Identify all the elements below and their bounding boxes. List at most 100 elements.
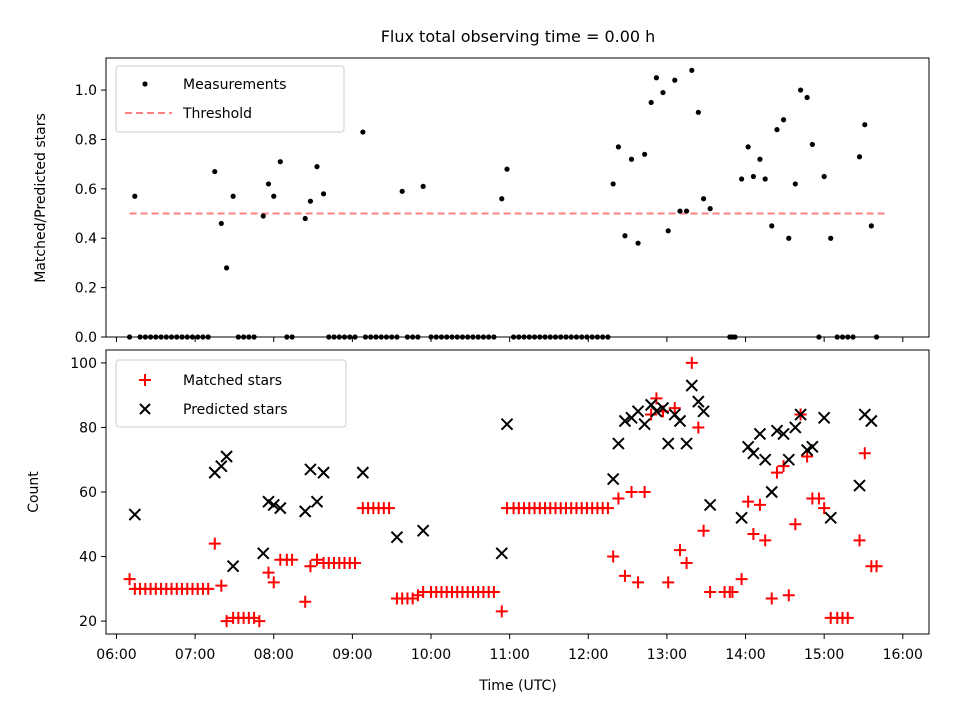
matched-star-point	[685, 356, 698, 369]
x-tick-label: 09:00	[332, 647, 372, 663]
matched-star-point	[812, 492, 825, 505]
predicted-star-point	[703, 498, 717, 512]
legend-label-predicted: Predicted stars	[183, 402, 288, 418]
matched-star-point	[220, 615, 233, 628]
measurement-point	[218, 220, 224, 227]
matched-star-point	[662, 576, 675, 589]
predicted-stars-series	[128, 379, 878, 573]
predicted-star-point	[310, 495, 324, 508]
matched-star-point	[697, 524, 710, 537]
legend-marker-matched	[139, 374, 151, 386]
top-y-tick-label: 0.6	[75, 182, 97, 198]
top-y-tick-label: 0.0	[75, 330, 97, 346]
predicted-star-point	[782, 453, 795, 466]
matched-star-point	[625, 486, 638, 498]
matched-star-point	[632, 576, 645, 589]
predicted-star-point	[747, 447, 760, 460]
top-y-tick-label: 1.0	[75, 83, 97, 99]
predicted-star-point	[416, 524, 430, 537]
top-y-tick-label: 0.2	[75, 281, 97, 297]
x-tick-label: 13:00	[647, 647, 687, 663]
matched-star-point	[692, 421, 705, 434]
measurement-point	[672, 77, 678, 83]
matched-star-point	[267, 576, 280, 589]
predicted-star-point	[500, 418, 514, 431]
measurement-point	[277, 159, 283, 165]
predicted-star-point	[685, 379, 699, 392]
top-y-axis-label: Matched/Predicted stars	[33, 113, 49, 283]
predicted-star-point	[128, 508, 142, 521]
x-tick-label: 15:00	[804, 647, 844, 663]
matched-star-point	[202, 582, 215, 595]
matched-star-point	[680, 557, 693, 569]
x-tick-label: 14:00	[725, 647, 765, 663]
measurement-point	[700, 196, 707, 202]
measurement-point	[689, 67, 695, 73]
legend-marker-measurements	[142, 81, 148, 87]
bottom-plot-frame	[105, 349, 930, 635]
measurement-point	[610, 181, 616, 187]
matched-star-point	[348, 557, 361, 569]
matched-star-point	[782, 589, 795, 602]
legend-label-threshold: Threshold	[182, 106, 252, 122]
matched-star-point	[735, 573, 748, 586]
measurement-point	[804, 94, 810, 101]
predicted-star-point	[770, 424, 784, 437]
top-y-ticks: 0.0 0.2 0.4 0.6 0.8 1.0	[75, 83, 106, 346]
top-panel: 0.0 0.2 0.4 0.6 0.8 1.0 Matched/Predicted sta…	[33, 57, 930, 346]
matched-star-point	[607, 550, 620, 563]
matched-star-point	[853, 534, 866, 547]
measurement-point	[302, 215, 308, 222]
predicted-star-point	[215, 459, 228, 473]
bottom-x-ticks: 06:00 07:00 08:00 09:00 10:00 11:00 12:00 13:00…	[96, 634, 923, 663]
predicted-star-point	[806, 440, 819, 454]
predicted-star-point	[758, 453, 772, 466]
predicted-star-point	[631, 405, 645, 418]
measurement-point	[862, 122, 868, 128]
bottom-y-tick-label: 100	[70, 356, 97, 372]
measurement-point	[420, 183, 426, 189]
matched-star-point	[841, 611, 854, 624]
bottom-y-tick-label: 60	[79, 485, 97, 501]
bottom-y-tick-label: 80	[79, 420, 97, 436]
measurement-point	[615, 144, 622, 150]
matched-star-point	[777, 460, 790, 473]
top-x-tick-marks	[115, 337, 904, 342]
matched-star-point	[383, 502, 396, 515]
matched-star-point	[208, 537, 221, 550]
measurement-point	[628, 156, 635, 162]
matched-star-point	[789, 518, 802, 531]
matched-star-point	[818, 502, 831, 515]
x-tick-label: 10:00	[411, 647, 451, 663]
chart-title: Flux total observing time = 0.00 h	[381, 27, 656, 46]
predicted-star-point	[753, 427, 767, 441]
measurement-point	[677, 208, 683, 214]
predicted-star-point	[612, 437, 625, 450]
matched-star-point	[726, 586, 739, 599]
matched-star-point	[304, 560, 317, 573]
measurement-point	[230, 193, 236, 199]
matched-star-point	[487, 586, 500, 599]
top-plot-frame	[105, 57, 930, 338]
predicted-star-point	[735, 511, 748, 525]
measurement-point	[707, 206, 713, 212]
predicted-star-point	[618, 414, 632, 428]
bottom-y-axis-label: Count	[26, 471, 42, 513]
predicted-star-point	[298, 505, 312, 518]
measurement-point	[660, 89, 666, 96]
measurement-point	[320, 191, 327, 197]
bottom-y-tick-label: 20	[79, 614, 97, 630]
predicted-star-point	[220, 450, 233, 463]
measurement-point	[260, 213, 266, 219]
top-legend-frame	[115, 65, 345, 133]
measurement-point	[648, 99, 654, 106]
predicted-star-point	[673, 414, 687, 428]
measurement-point	[750, 173, 756, 180]
matched-star-point	[612, 492, 625, 505]
measurement-point	[745, 144, 751, 150]
bottom-y-ticks: 20 40 60 80 100	[70, 356, 106, 630]
predicted-star-point	[817, 411, 831, 424]
x-tick-label: 11:00	[489, 647, 529, 663]
matched-star-point	[742, 495, 755, 508]
